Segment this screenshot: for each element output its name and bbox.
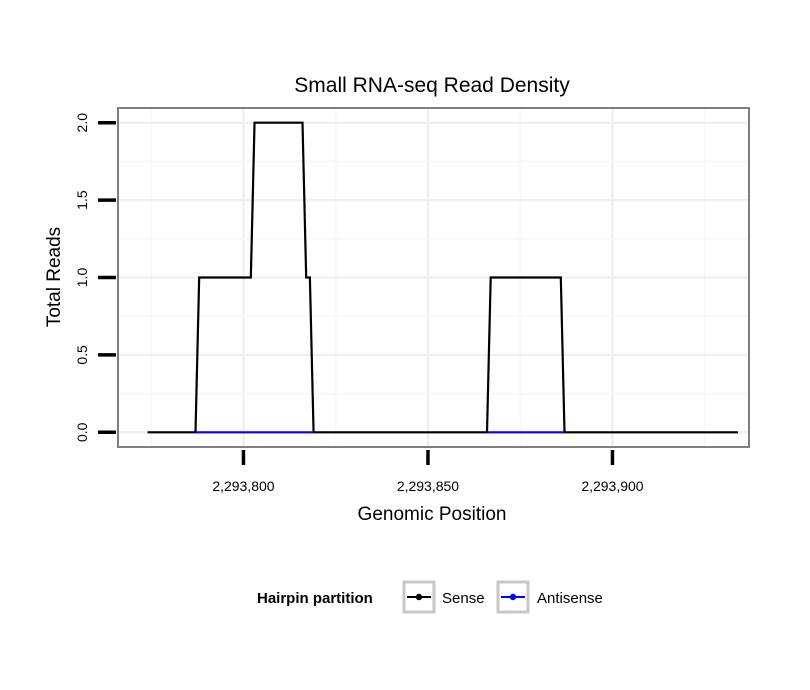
y-tick-label: 1.0 bbox=[74, 268, 90, 288]
x-tick-label: 2,293,850 bbox=[397, 478, 459, 494]
legend-item-sense: Sense bbox=[402, 580, 485, 614]
legend-marker-sense bbox=[415, 593, 423, 601]
y-tick-label: 1.5 bbox=[74, 190, 90, 210]
legend-marker-antisense bbox=[509, 593, 517, 601]
grid-lines bbox=[118, 108, 749, 447]
legend-label-antisense: Antisense bbox=[537, 590, 603, 607]
y-tick-label: 2.0 bbox=[74, 113, 90, 133]
y-tick-label: 0.5 bbox=[74, 345, 90, 365]
legend-title: Hairpin partition bbox=[257, 590, 373, 607]
x-tick-label: 2,293,900 bbox=[581, 478, 643, 494]
legend-label-sense: Sense bbox=[442, 590, 485, 607]
y-axis-label: Total Reads bbox=[44, 227, 65, 327]
x-axis-label: Genomic Position bbox=[358, 504, 507, 525]
legend: Hairpin partition Sense Antisense bbox=[257, 580, 603, 614]
y-axis: 0.0 0.5 1.0 1.5 2.0 bbox=[74, 113, 116, 442]
series-sense-line bbox=[147, 121, 738, 434]
x-axis: 2,293,800 2,293,850 2,293,900 bbox=[212, 450, 644, 494]
series-lines bbox=[147, 121, 738, 434]
x-tick-label: 2,293,800 bbox=[212, 478, 274, 494]
y-tick-label: 0.0 bbox=[74, 422, 90, 442]
chart-title: Small RNA-seq Read Density bbox=[294, 74, 570, 97]
legend-item-antisense: Antisense bbox=[496, 580, 603, 614]
plot-border bbox=[117, 107, 750, 448]
